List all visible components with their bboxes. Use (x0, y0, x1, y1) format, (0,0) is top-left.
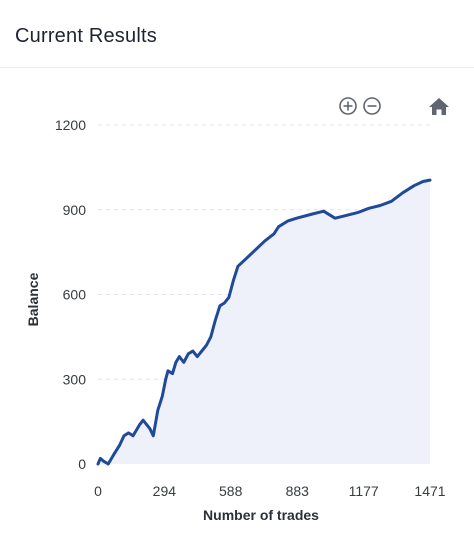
x-tick-label: 0 (94, 483, 102, 499)
series-line (96, 178, 432, 466)
x-axis-title: Number of trades (203, 507, 319, 523)
x-axis-ticks: 0 294 588 883 1177 1471 (94, 483, 446, 499)
chart-toolbar (338, 96, 458, 118)
y-axis-ticks: 0 300 600 900 1200 (55, 117, 86, 472)
series-area-group (96, 178, 432, 466)
zoom-in-icon (339, 97, 357, 115)
card-header: Current Results (0, 0, 474, 68)
home-icon (429, 98, 449, 115)
y-tick-label: 300 (63, 371, 87, 387)
y-tick-label: 600 (63, 287, 87, 303)
x-tick-label: 1177 (349, 483, 379, 499)
page-title: Current Results (15, 25, 157, 47)
reset-zoom-button[interactable] (428, 96, 450, 121)
chart-canvas: 0 300 600 900 1200 0 294 588 883 1177 1471 Number… (25, 117, 446, 523)
y-tick-label: 1200 (55, 117, 86, 133)
x-tick-label: 294 (153, 483, 177, 499)
zoom-out-icon (363, 97, 381, 115)
x-tick-label: 588 (219, 483, 243, 499)
x-tick-label: 1471 (414, 483, 445, 499)
balance-chart: 0 300 600 900 1200 0 294 588 883 1177 1471 Number… (0, 68, 474, 557)
zoom-in-button[interactable] (338, 96, 358, 121)
y-tick-label: 900 (63, 202, 87, 218)
y-tick-label: 0 (78, 456, 86, 472)
y-axis-title: Balance (25, 272, 41, 326)
zoom-out-button[interactable] (362, 96, 382, 121)
series-area-fill (98, 180, 430, 464)
x-tick-label: 883 (286, 483, 310, 499)
